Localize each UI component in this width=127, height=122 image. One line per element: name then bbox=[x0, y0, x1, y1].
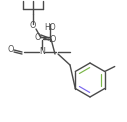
Text: O: O bbox=[35, 32, 41, 41]
Text: O: O bbox=[8, 45, 14, 54]
Text: HO: HO bbox=[44, 22, 56, 31]
Text: O: O bbox=[50, 35, 56, 44]
Text: N: N bbox=[39, 47, 45, 56]
Text: O: O bbox=[30, 21, 36, 30]
